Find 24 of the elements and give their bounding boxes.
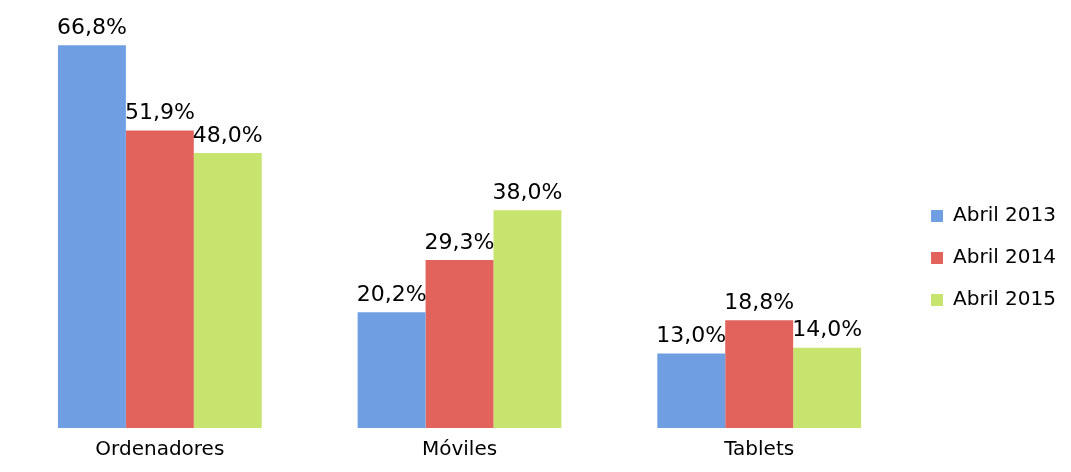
- bar: [793, 347, 862, 428]
- bar: [425, 260, 494, 428]
- data-label: 66,8%: [56, 13, 127, 39]
- bar: [57, 45, 126, 428]
- data-label: 29,3%: [424, 228, 495, 254]
- data-label: 38,0%: [492, 178, 563, 204]
- bar: [193, 152, 262, 428]
- bar: [493, 210, 562, 428]
- x-tick-label: Ordenadores: [95, 436, 225, 461]
- legend-label: Abril 2014: [953, 244, 1056, 269]
- bar: [725, 320, 794, 428]
- legend-label: Abril 2013: [953, 202, 1056, 227]
- bar: [125, 130, 194, 428]
- data-label: 20,2%: [356, 280, 427, 306]
- legend-label: Abril 2015: [953, 286, 1056, 311]
- bar: [657, 353, 726, 428]
- data-label: 48,0%: [192, 121, 263, 147]
- data-label: 18,8%: [724, 288, 795, 314]
- x-tick-label: Tablets: [723, 436, 795, 461]
- data-label: 51,9%: [124, 99, 195, 125]
- data-label: 14,0%: [792, 316, 863, 342]
- data-label: 13,0%: [656, 322, 727, 348]
- bar: [357, 312, 426, 428]
- x-tick-label: Móviles: [421, 436, 498, 461]
